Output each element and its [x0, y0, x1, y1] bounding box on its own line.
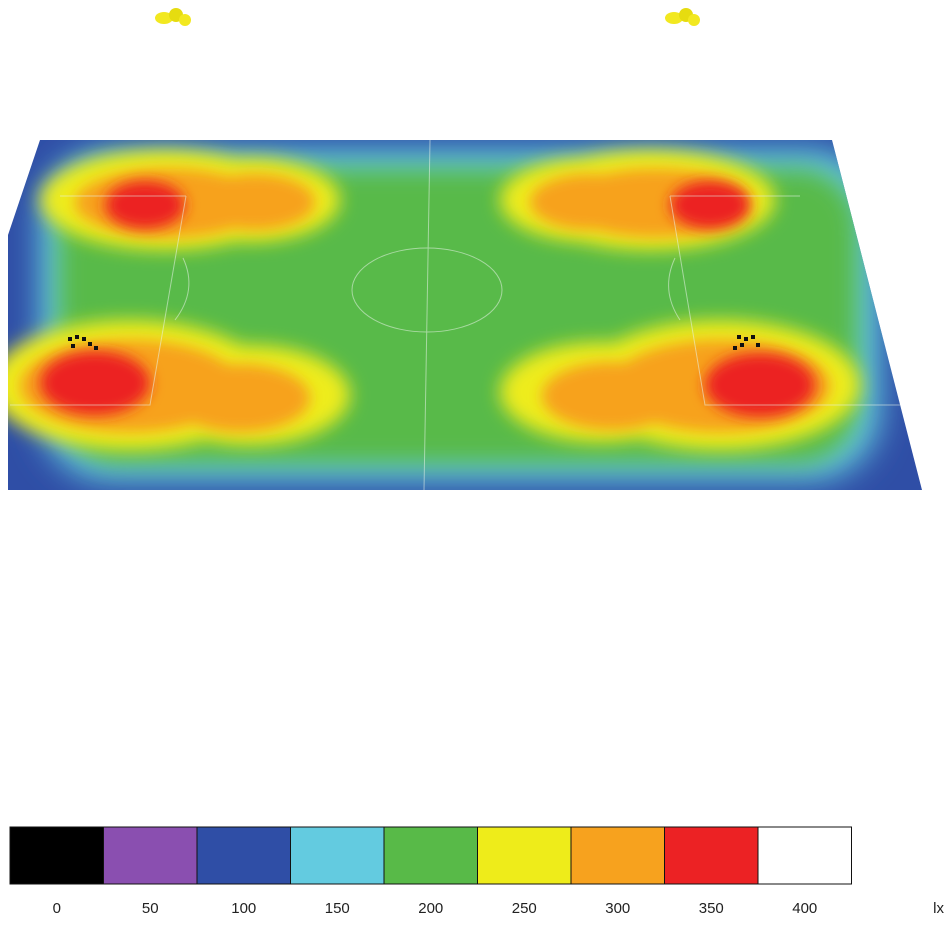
- legend-label-400: 400: [792, 900, 817, 917]
- legend-label-250: 250: [512, 900, 537, 917]
- legend-swatch-200: [383, 826, 478, 885]
- illuminance-heatmap: [8, 140, 922, 490]
- legend-label-100: 100: [231, 900, 256, 917]
- legend-label-200: 200: [418, 900, 443, 917]
- legend-label-150: 150: [325, 900, 350, 917]
- legend-label-50: 50: [142, 900, 159, 917]
- legend-label-0: 0: [53, 900, 61, 917]
- legend-swatch-150: [290, 826, 385, 885]
- color-legend: 0 50 100 150 200 250 300 350 400 lx: [9, 826, 944, 917]
- legend-unit: lx: [933, 900, 944, 917]
- luminaire-cluster-top-left: [155, 8, 191, 26]
- legend-swatch-350: [664, 826, 759, 885]
- pitch-markings: [10, 140, 920, 490]
- legend-label-350: 350: [699, 900, 724, 917]
- legend-swatch-250: [477, 826, 572, 885]
- legend-label-300: 300: [605, 900, 630, 917]
- legend-swatch-50: [103, 826, 198, 885]
- legend-swatch-0: [9, 826, 104, 885]
- luminaire-cluster-right: [733, 335, 760, 350]
- luminaire-cluster-top-right: [665, 8, 700, 26]
- legend-swatch-400: [757, 826, 852, 885]
- legend-swatch-100: [196, 826, 291, 885]
- luminaire-cluster-left: [68, 335, 98, 350]
- red-peaks: [40, 181, 815, 417]
- legend-swatch-300: [570, 826, 665, 885]
